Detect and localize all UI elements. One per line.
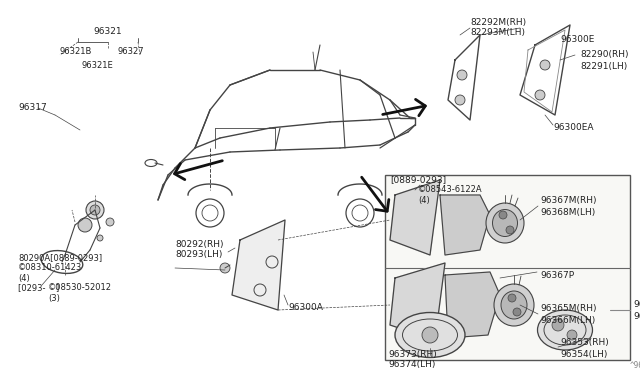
Text: 96300E: 96300E <box>560 35 595 45</box>
Text: 96300EA: 96300EA <box>553 124 593 132</box>
Text: [0889-0293]: [0889-0293] <box>390 176 446 185</box>
Text: 96367P: 96367P <box>540 270 574 279</box>
Text: 96317: 96317 <box>18 103 47 112</box>
Text: (4): (4) <box>418 196 429 205</box>
Text: 96300A: 96300A <box>288 304 323 312</box>
Text: 96321B: 96321B <box>60 48 92 57</box>
Text: 82290(RH): 82290(RH) <box>580 51 628 60</box>
Text: 96327: 96327 <box>118 48 145 57</box>
Text: 96302M(LH): 96302M(LH) <box>633 312 640 321</box>
Circle shape <box>78 218 92 232</box>
Text: 82293M(LH): 82293M(LH) <box>470 29 525 38</box>
Text: ©08543-6122A: ©08543-6122A <box>418 186 483 195</box>
Circle shape <box>86 201 104 219</box>
Text: 96374(LH): 96374(LH) <box>388 360 435 369</box>
Circle shape <box>106 218 114 226</box>
Text: 96321: 96321 <box>93 28 122 36</box>
Bar <box>385 175 630 360</box>
Circle shape <box>567 330 577 340</box>
Circle shape <box>506 226 514 234</box>
Ellipse shape <box>538 310 593 350</box>
Text: 96301M(RH): 96301M(RH) <box>633 301 640 310</box>
Circle shape <box>97 235 103 241</box>
Circle shape <box>90 205 100 215</box>
Text: ^963*0093: ^963*0093 <box>630 360 640 369</box>
Text: 96367M(RH): 96367M(RH) <box>540 196 596 205</box>
Text: ©08530-52012: ©08530-52012 <box>48 283 112 292</box>
Text: 96365M(RH): 96365M(RH) <box>540 304 596 312</box>
Text: 96373(RH): 96373(RH) <box>388 350 436 359</box>
Circle shape <box>422 327 438 343</box>
Circle shape <box>513 308 521 316</box>
Circle shape <box>220 263 230 273</box>
Ellipse shape <box>493 209 518 237</box>
Text: (3): (3) <box>48 294 60 302</box>
Text: 82291(LH): 82291(LH) <box>580 62 627 71</box>
Text: 80293(LH): 80293(LH) <box>175 250 222 260</box>
Circle shape <box>457 70 467 80</box>
Text: 80290A[0889-0293]: 80290A[0889-0293] <box>18 253 102 263</box>
Circle shape <box>508 294 516 302</box>
Ellipse shape <box>486 203 524 243</box>
Circle shape <box>552 319 564 331</box>
Text: 82292M(RH): 82292M(RH) <box>470 17 526 26</box>
Polygon shape <box>232 220 285 310</box>
Ellipse shape <box>494 284 534 326</box>
Text: 96321E: 96321E <box>82 61 114 70</box>
Text: (4): (4) <box>18 273 29 282</box>
Text: 96354(LH): 96354(LH) <box>560 350 607 359</box>
Polygon shape <box>440 195 490 255</box>
Polygon shape <box>445 272 500 338</box>
Ellipse shape <box>501 291 527 319</box>
Circle shape <box>540 60 550 70</box>
Text: 96353(RH): 96353(RH) <box>560 337 609 346</box>
Text: 96366M(LH): 96366M(LH) <box>540 315 595 324</box>
Text: 80292(RH): 80292(RH) <box>175 241 223 250</box>
Polygon shape <box>390 263 445 340</box>
Ellipse shape <box>395 312 465 357</box>
Text: ©08310-61423: ©08310-61423 <box>18 263 83 273</box>
Circle shape <box>535 90 545 100</box>
Text: 96368M(LH): 96368M(LH) <box>540 208 595 217</box>
Circle shape <box>455 95 465 105</box>
Circle shape <box>499 211 507 219</box>
Polygon shape <box>390 180 440 255</box>
Text: [0293-    ]: [0293- ] <box>18 283 60 292</box>
